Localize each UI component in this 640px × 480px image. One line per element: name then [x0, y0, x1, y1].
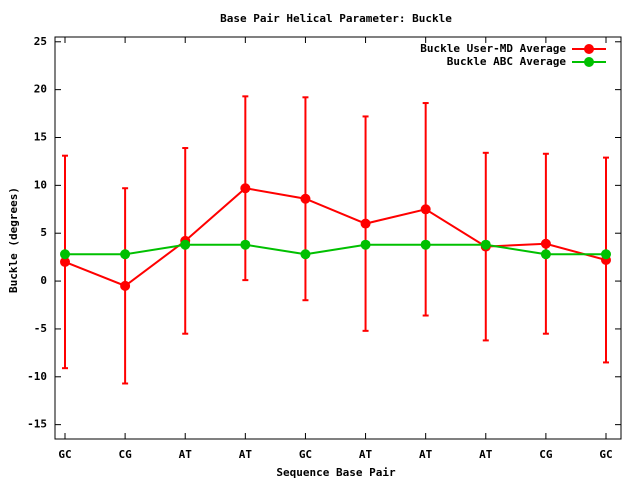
- point: [360, 239, 371, 250]
- point: [601, 249, 611, 260]
- x-tick-label: AT: [479, 448, 493, 461]
- point: [60, 256, 70, 267]
- legend-label: Buckle User-MD Average: [420, 42, 566, 55]
- y-tick-label: 20: [34, 83, 47, 96]
- y-axis-label: Buckle (degrees): [7, 187, 20, 293]
- point: [180, 239, 191, 250]
- point: [120, 249, 131, 260]
- point: [300, 193, 311, 204]
- x-tick-label: GC: [58, 448, 71, 461]
- x-tick-label: CG: [118, 448, 132, 461]
- point: [360, 218, 371, 229]
- point: [420, 204, 431, 215]
- x-axis-label: Sequence Base Pair: [276, 466, 396, 479]
- y-tick-label: 25: [34, 35, 47, 48]
- y-tick-label: -5: [34, 322, 47, 335]
- x-tick-label: AT: [419, 448, 433, 461]
- x-tick-label: GC: [599, 448, 612, 461]
- series-line: [64, 187, 607, 287]
- x-tick-label: GC: [299, 448, 312, 461]
- y-tick-label: 15: [34, 131, 47, 144]
- point: [420, 239, 431, 250]
- y-tick-label: 0: [40, 274, 47, 287]
- y-tick-label: 10: [34, 178, 47, 191]
- chart-title: Base Pair Helical Parameter: Buckle: [220, 12, 452, 25]
- legend-marker: [584, 44, 594, 54]
- y-tick-label: -10: [27, 370, 47, 383]
- x-tick-label: CG: [539, 448, 553, 461]
- point: [240, 183, 251, 194]
- y-tick-label: -15: [27, 418, 47, 431]
- legend-label: Buckle ABC Average: [447, 55, 567, 68]
- point: [300, 249, 311, 260]
- point: [60, 249, 70, 260]
- legend-marker: [584, 57, 594, 67]
- point: [480, 239, 491, 250]
- point: [120, 280, 131, 291]
- series-line: [65, 243, 606, 256]
- x-tick-label: AT: [359, 448, 373, 461]
- plot-frame: [54, 36, 622, 440]
- x-tick-label: AT: [239, 448, 253, 461]
- x-tick-label: AT: [179, 448, 193, 461]
- point: [540, 249, 551, 260]
- point: [240, 239, 251, 250]
- y-tick-label: 5: [40, 226, 47, 239]
- point: [540, 238, 551, 249]
